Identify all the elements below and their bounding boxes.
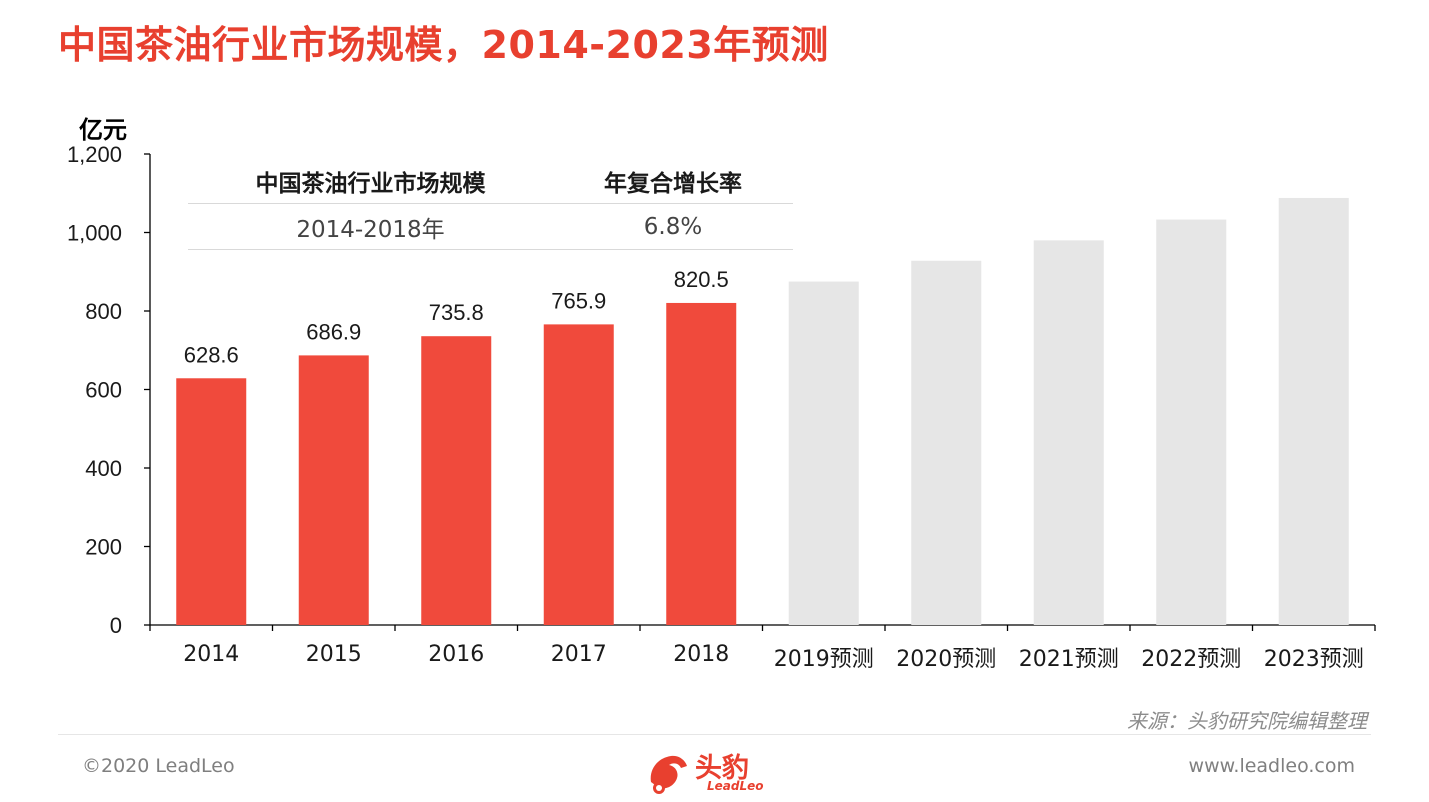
y-tick-label: 1,000: [67, 221, 122, 246]
cagr-header-rate: 年复合增长率: [604, 170, 742, 197]
cagr-header-market: 中国茶油行业市场规模: [255, 170, 486, 197]
forecast-bar: [1278, 197, 1349, 625]
data-label: 765.9: [551, 288, 606, 313]
y-tick-label: 1,200: [67, 142, 122, 167]
data-label: 628.6: [184, 342, 239, 367]
forecast-bar: [911, 260, 982, 625]
leadleo-logo: 头豹 LeadLeo: [645, 742, 795, 798]
x-tick-label: 2015: [306, 642, 362, 667]
logo-subtext: LeadLeo: [707, 779, 764, 793]
website-link[interactable]: www.leadleo.com: [1188, 755, 1355, 777]
data-label: 686.9: [306, 319, 361, 344]
y-tick-label: 200: [85, 535, 122, 560]
data-label: 735.8: [429, 300, 484, 325]
x-tick-label: 2017: [551, 642, 607, 667]
y-tick-label: 600: [85, 378, 122, 403]
cagr-period: 2014-2018年: [296, 216, 445, 243]
x-tick-label: 2018: [673, 642, 729, 667]
cagr-value: 6.8%: [643, 213, 703, 240]
copyright-text: ©2020 LeadLeo: [82, 755, 235, 777]
y-tick-label: 400: [85, 456, 122, 481]
y-axis-unit-label: 亿元: [79, 116, 127, 144]
x-tick-label: 2020预测: [896, 647, 996, 672]
x-tick-label: 2016: [428, 642, 484, 667]
leopard-icon: [650, 755, 687, 794]
x-tick-label: 2023预测: [1264, 647, 1364, 672]
x-tick-label: 2021预测: [1019, 647, 1119, 672]
y-tick-label: 0: [110, 613, 122, 638]
bar: [543, 324, 614, 625]
forecast-bar: [1156, 219, 1227, 626]
footer-divider: [58, 734, 1371, 735]
x-tick-label: 2022预测: [1141, 647, 1241, 672]
source-note: 来源：头豹研究院编辑整理: [1127, 709, 1367, 733]
bar: [176, 378, 247, 625]
page-title: 中国茶油行业市场规模，2014-2023年预测: [58, 23, 829, 67]
y-tick-label: 800: [85, 299, 122, 324]
x-tick-label: 2014: [183, 642, 239, 667]
cagr-table-row: 2014-2018年 6.8%: [188, 204, 793, 250]
logo-text: 头豹: [695, 753, 749, 784]
forecast-bar: [1033, 240, 1104, 625]
cagr-table-header: 中国茶油行业市场规模 年复合增长率: [188, 158, 793, 204]
bar: [666, 302, 737, 625]
cagr-table: 中国茶油行业市场规模 年复合增长率 2014-2018年 6.8%: [188, 158, 793, 250]
x-tick-label: 2019预测: [774, 647, 874, 672]
data-label: 820.5: [674, 267, 729, 292]
bar: [298, 355, 369, 625]
bar: [421, 336, 492, 625]
forecast-bar: [788, 281, 859, 625]
